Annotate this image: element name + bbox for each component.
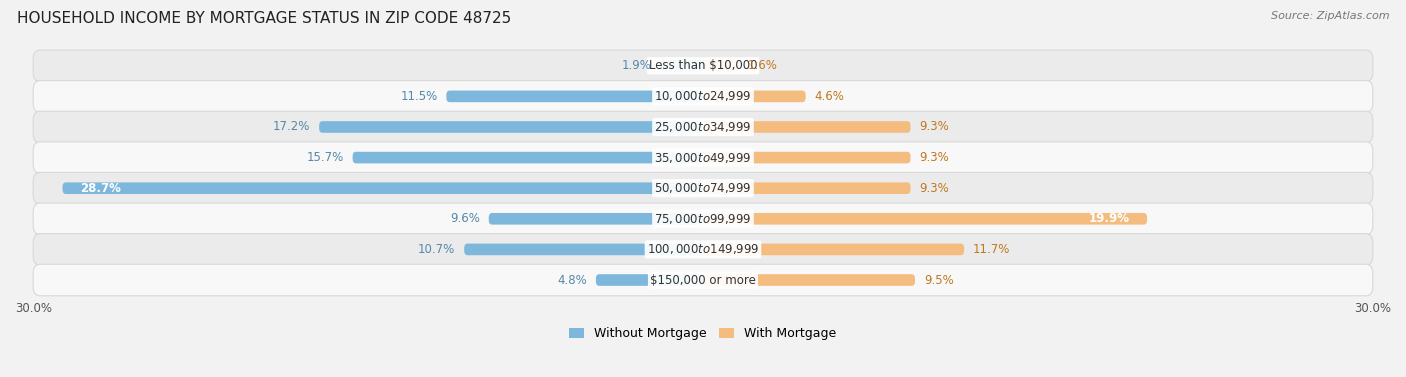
Text: $100,000 to $149,999: $100,000 to $149,999 bbox=[647, 242, 759, 256]
Text: 9.3%: 9.3% bbox=[920, 151, 949, 164]
FancyBboxPatch shape bbox=[661, 60, 703, 72]
FancyBboxPatch shape bbox=[489, 213, 703, 225]
FancyBboxPatch shape bbox=[353, 152, 703, 163]
FancyBboxPatch shape bbox=[703, 60, 738, 72]
FancyBboxPatch shape bbox=[34, 81, 1372, 112]
Text: 9.3%: 9.3% bbox=[920, 121, 949, 133]
Text: 15.7%: 15.7% bbox=[307, 151, 343, 164]
Text: $75,000 to $99,999: $75,000 to $99,999 bbox=[654, 212, 752, 226]
Text: 9.5%: 9.5% bbox=[924, 273, 953, 287]
Text: 9.3%: 9.3% bbox=[920, 182, 949, 195]
FancyBboxPatch shape bbox=[319, 121, 703, 133]
Text: 11.7%: 11.7% bbox=[973, 243, 1011, 256]
Text: $50,000 to $74,999: $50,000 to $74,999 bbox=[654, 181, 752, 195]
Text: 19.9%: 19.9% bbox=[1088, 212, 1129, 225]
Text: 9.6%: 9.6% bbox=[450, 212, 479, 225]
FancyBboxPatch shape bbox=[34, 142, 1372, 173]
Text: Source: ZipAtlas.com: Source: ZipAtlas.com bbox=[1271, 11, 1389, 21]
FancyBboxPatch shape bbox=[703, 152, 911, 163]
Legend: Without Mortgage, With Mortgage: Without Mortgage, With Mortgage bbox=[564, 322, 842, 345]
FancyBboxPatch shape bbox=[446, 90, 703, 102]
FancyBboxPatch shape bbox=[34, 234, 1372, 265]
Text: 1.9%: 1.9% bbox=[621, 59, 651, 72]
Text: 10.7%: 10.7% bbox=[418, 243, 456, 256]
Text: 17.2%: 17.2% bbox=[273, 121, 311, 133]
FancyBboxPatch shape bbox=[703, 121, 911, 133]
FancyBboxPatch shape bbox=[703, 274, 915, 286]
FancyBboxPatch shape bbox=[703, 244, 965, 255]
Text: 4.6%: 4.6% bbox=[814, 90, 845, 103]
FancyBboxPatch shape bbox=[34, 264, 1372, 296]
FancyBboxPatch shape bbox=[703, 213, 1147, 225]
FancyBboxPatch shape bbox=[34, 172, 1372, 204]
FancyBboxPatch shape bbox=[34, 50, 1372, 81]
Text: $35,000 to $49,999: $35,000 to $49,999 bbox=[654, 150, 752, 165]
Text: Less than $10,000: Less than $10,000 bbox=[648, 59, 758, 72]
FancyBboxPatch shape bbox=[596, 274, 703, 286]
Text: 4.8%: 4.8% bbox=[557, 273, 586, 287]
Text: $25,000 to $34,999: $25,000 to $34,999 bbox=[654, 120, 752, 134]
Text: $150,000 or more: $150,000 or more bbox=[650, 273, 756, 287]
FancyBboxPatch shape bbox=[703, 182, 911, 194]
FancyBboxPatch shape bbox=[34, 111, 1372, 143]
Text: HOUSEHOLD INCOME BY MORTGAGE STATUS IN ZIP CODE 48725: HOUSEHOLD INCOME BY MORTGAGE STATUS IN Z… bbox=[17, 11, 512, 26]
FancyBboxPatch shape bbox=[703, 90, 806, 102]
Text: $10,000 to $24,999: $10,000 to $24,999 bbox=[654, 89, 752, 103]
Text: 11.5%: 11.5% bbox=[401, 90, 437, 103]
Text: 1.6%: 1.6% bbox=[748, 59, 778, 72]
FancyBboxPatch shape bbox=[464, 244, 703, 255]
Text: 28.7%: 28.7% bbox=[80, 182, 121, 195]
FancyBboxPatch shape bbox=[62, 182, 703, 194]
FancyBboxPatch shape bbox=[34, 203, 1372, 234]
